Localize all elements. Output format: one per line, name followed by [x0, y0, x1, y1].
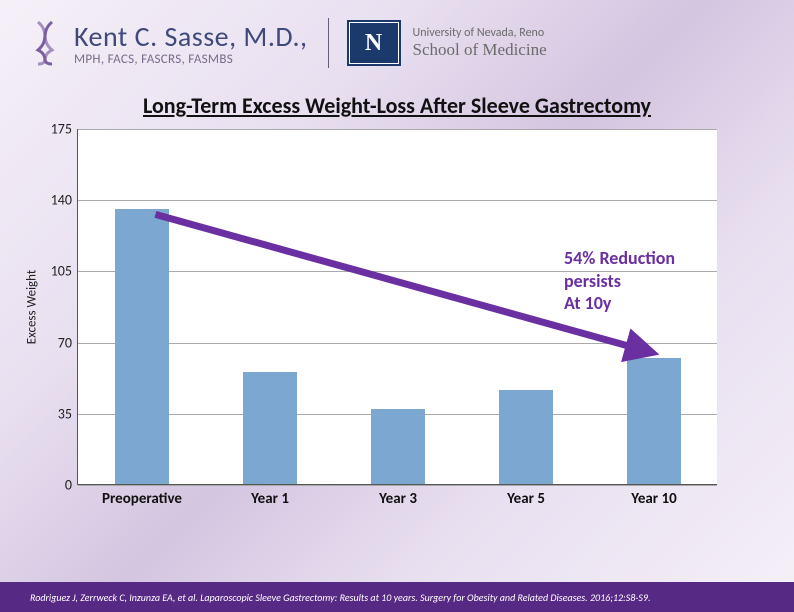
- bar-chart: Excess Weight 03570105140175Preoperative…: [77, 129, 717, 485]
- doctor-name-block: Kent C. Sasse, M.D., MPH, FACS, FASCRS, …: [74, 19, 308, 67]
- gridline: [78, 343, 717, 344]
- x-tick-label: Preoperative: [102, 490, 182, 508]
- school-name-line1: University of Nevada, Reno: [413, 26, 547, 40]
- bar: [243, 372, 297, 484]
- doctor-credentials: MPH, FACS, FASCRS, FASMBS: [74, 52, 308, 67]
- school-name-line2: School of Medicine: [413, 40, 547, 60]
- y-tick-label: 175: [51, 121, 72, 138]
- citation-text: Rodriguez J, Zerrweck C, Inzunza EA, et …: [30, 591, 650, 604]
- y-tick-label: 35: [58, 405, 72, 422]
- citation-bar: Rodriguez J, Zerrweck C, Inzunza EA, et …: [0, 582, 794, 612]
- callout-line1: 54% Reduction persists: [564, 247, 717, 292]
- callout-line2: At 10y: [564, 292, 717, 315]
- header: Kent C. Sasse, M.D., MPH, FACS, FASCRS, …: [0, 0, 794, 76]
- y-tick-label: 0: [65, 477, 72, 494]
- nevada-logo: N: [349, 22, 399, 64]
- school-block: University of Nevada, Reno School of Med…: [413, 26, 547, 60]
- bar: [499, 390, 553, 484]
- chart-plot-area: 03570105140175PreoperativeYear 1Year 3Ye…: [78, 129, 717, 484]
- gridline: [78, 485, 717, 486]
- dna-helix-icon: [30, 20, 60, 66]
- y-tick-label: 70: [58, 334, 72, 351]
- bar: [371, 409, 425, 484]
- x-tick-label: Year 1: [251, 490, 289, 508]
- chart-title: Long-Term Excess Weight-Loss After Sleev…: [0, 92, 794, 119]
- y-tick-label: 140: [51, 192, 72, 209]
- y-axis-label: Excess Weight: [25, 269, 40, 343]
- gridline: [78, 200, 717, 201]
- x-tick-label: Year 3: [379, 490, 417, 508]
- reduction-callout: 54% Reduction persistsAt 10y: [564, 247, 717, 315]
- doctor-name: Kent C. Sasse, M.D.,: [74, 19, 308, 54]
- y-tick-label: 105: [51, 263, 72, 280]
- header-divider: [328, 18, 329, 68]
- bar: [627, 358, 681, 484]
- bar: [115, 209, 169, 484]
- x-tick-label: Year 10: [631, 490, 676, 508]
- gridline: [78, 129, 717, 130]
- x-tick-label: Year 5: [507, 490, 545, 508]
